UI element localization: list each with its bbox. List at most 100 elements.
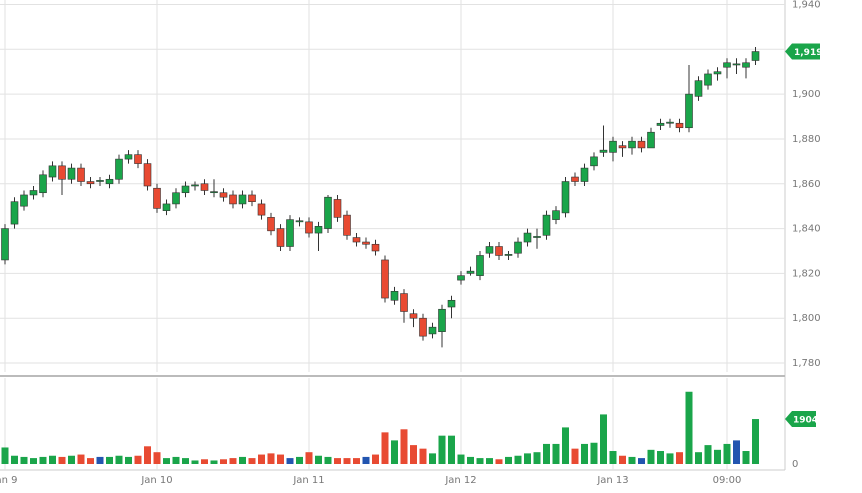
candle-body <box>210 191 218 194</box>
volume-bar <box>11 455 18 464</box>
candle-body <box>713 71 722 75</box>
candle-body <box>181 185 190 194</box>
volume-bar <box>229 458 237 464</box>
candle-body <box>637 140 646 149</box>
volume-bar <box>68 455 75 464</box>
volume-bar <box>410 445 417 464</box>
candle-body <box>390 291 399 301</box>
candle-body <box>362 241 370 245</box>
volume-bar <box>429 453 436 464</box>
volume-badge-label: 1904 <box>793 416 818 426</box>
candle-body <box>238 194 247 205</box>
volume-bar <box>343 458 351 464</box>
candle-body <box>248 194 256 202</box>
volume-bar <box>191 460 199 464</box>
volume-bar <box>30 458 37 464</box>
volume-bar <box>49 455 56 464</box>
volume-bar <box>201 459 208 464</box>
candle-body <box>1 228 9 261</box>
price-badge-label: 1,919 <box>794 48 822 58</box>
candle-body <box>457 275 465 281</box>
candle-body <box>115 158 123 180</box>
candle-body <box>86 181 95 185</box>
volume-bar <box>638 458 645 464</box>
candle-body <box>229 194 237 205</box>
candle-body <box>96 180 104 182</box>
volume-bar <box>182 458 189 464</box>
candle-body <box>267 217 275 232</box>
candle-body <box>343 214 351 236</box>
volume-bar <box>467 456 474 464</box>
volume-bar <box>334 458 341 464</box>
y-tick-label: 1,860 <box>792 179 821 190</box>
volume-bar <box>486 458 493 464</box>
volume-bar <box>562 427 569 464</box>
x-tick-label: Jan 12 <box>444 475 476 486</box>
candle-body <box>286 219 294 247</box>
candle-body <box>39 174 47 194</box>
volume-bar <box>609 451 617 464</box>
volume-bar <box>704 445 712 464</box>
volume-bar <box>685 391 693 464</box>
volume-bar <box>391 440 398 464</box>
candle-body <box>153 187 161 209</box>
volume-bar <box>552 443 560 464</box>
volume-bar <box>419 448 427 464</box>
y-tick-label: 1,880 <box>792 134 821 145</box>
candle-body <box>29 190 38 196</box>
x-tick-label: Jan 11 <box>292 475 324 486</box>
volume-bar <box>581 443 588 464</box>
candle-body <box>542 214 551 236</box>
volume-bar <box>647 449 655 464</box>
volume-bar <box>267 453 275 464</box>
volume-bar <box>533 452 541 464</box>
volume-bar <box>657 451 664 464</box>
candle-body <box>514 241 522 254</box>
candle-body <box>656 122 665 126</box>
candle-body <box>742 62 750 68</box>
candle-body <box>609 140 617 153</box>
volume-bar <box>248 458 256 464</box>
volume-bar <box>106 456 113 464</box>
volume-bar <box>457 454 465 464</box>
candle-body <box>219 192 228 198</box>
candle-body <box>77 167 85 182</box>
volume-bar <box>210 460 218 464</box>
candle-body <box>371 243 380 252</box>
volume-bar <box>277 454 284 464</box>
y-tick-label: 1,780 <box>792 358 821 369</box>
volume-bar <box>723 443 731 464</box>
volume-bar <box>476 458 484 464</box>
x-tick-label: 09:00 <box>713 475 742 486</box>
volume-bar <box>695 452 702 464</box>
volume-badge <box>785 411 816 428</box>
volume-bar <box>676 452 683 464</box>
volume-bar <box>505 456 512 464</box>
candle-body <box>447 299 456 308</box>
candle-body <box>599 149 608 153</box>
volume-bar <box>239 456 246 464</box>
candle-body <box>732 63 741 66</box>
volume-tick-label: 0 <box>792 459 798 470</box>
y-tick-label: 1,840 <box>792 224 821 235</box>
x-tick-label: Jan 9 <box>0 475 17 486</box>
volume-bar <box>733 440 740 464</box>
volume-bar <box>438 435 446 464</box>
y-tick-label: 1,820 <box>792 268 821 279</box>
candle-body <box>571 176 579 182</box>
candle-body <box>704 73 712 86</box>
volume-bar <box>752 419 759 464</box>
volume-bar <box>353 458 360 464</box>
volume-bar <box>666 453 674 464</box>
candle-body <box>485 246 494 254</box>
volume-bar <box>448 435 455 464</box>
volume-bar <box>543 443 550 464</box>
y-tick-label: 1,940 <box>792 0 821 10</box>
candle-body <box>162 203 171 211</box>
candle-body <box>533 236 541 238</box>
volume-bar <box>163 458 170 464</box>
candle-body <box>105 178 114 185</box>
candle-body <box>495 246 503 256</box>
volume-bar <box>619 455 626 464</box>
